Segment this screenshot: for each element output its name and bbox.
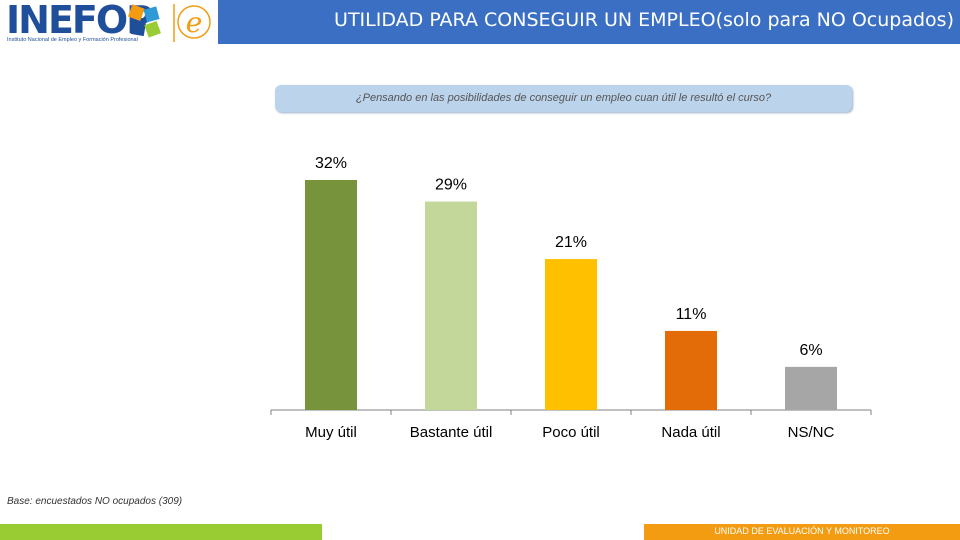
- bar-1: [425, 201, 477, 410]
- bar-0: [305, 180, 357, 410]
- question-box: ¿Pensando en las posibilidades de conseg…: [275, 85, 852, 112]
- logo-text: INEFOP: [6, 0, 154, 42]
- category-label-0: Muy útil: [305, 424, 357, 441]
- base-note: Base: encuestados NO ocupados (309): [7, 496, 183, 507]
- title-main: UTILIDAD PARA CONSEGUIR UN EMPLEO: [334, 9, 716, 31]
- bar-2: [545, 259, 597, 410]
- data-label-0: 32%: [315, 155, 347, 172]
- header-bar: UTILIDAD PARA CONSEGUIR UN EMPLEO(solo p…: [218, 0, 960, 44]
- category-label-3: Nada útil: [661, 424, 720, 441]
- data-label-3: 11%: [676, 306, 707, 323]
- page-title: UTILIDAD PARA CONSEGUIR UN EMPLEO(solo p…: [334, 9, 954, 31]
- data-label-1: 29%: [435, 177, 467, 194]
- footer-unit-text: UNIDAD DE EVALUACIÓN Y MONITOREO: [714, 526, 890, 536]
- data-label-4: 6%: [799, 342, 822, 359]
- inefop-logo: INEFOP Instituto Nacional de Empleo y Fo…: [0, 0, 220, 46]
- e-seal-icon: e: [173, 4, 211, 42]
- footer-green-bar: [0, 524, 322, 540]
- bar-4: [785, 366, 837, 410]
- data-label-2: 21%: [555, 234, 587, 251]
- category-label-2: Poco útil: [542, 424, 600, 441]
- footer-orange-bar: UNIDAD DE EVALUACIÓN Y MONITOREO: [644, 524, 960, 540]
- logo-subtitle: Instituto Nacional de Empleo y Formación…: [7, 37, 138, 43]
- question-text: ¿Pensando en las posibilidades de conseg…: [355, 92, 772, 104]
- puzzle-mark-icon: [127, 4, 161, 38]
- svg-text:e: e: [186, 6, 203, 39]
- category-label-1: Bastante útil: [410, 424, 493, 441]
- category-label-4: NS/NC: [788, 424, 835, 441]
- title-sub: (solo para NO Ocupados): [715, 9, 954, 31]
- bar-3: [665, 330, 717, 410]
